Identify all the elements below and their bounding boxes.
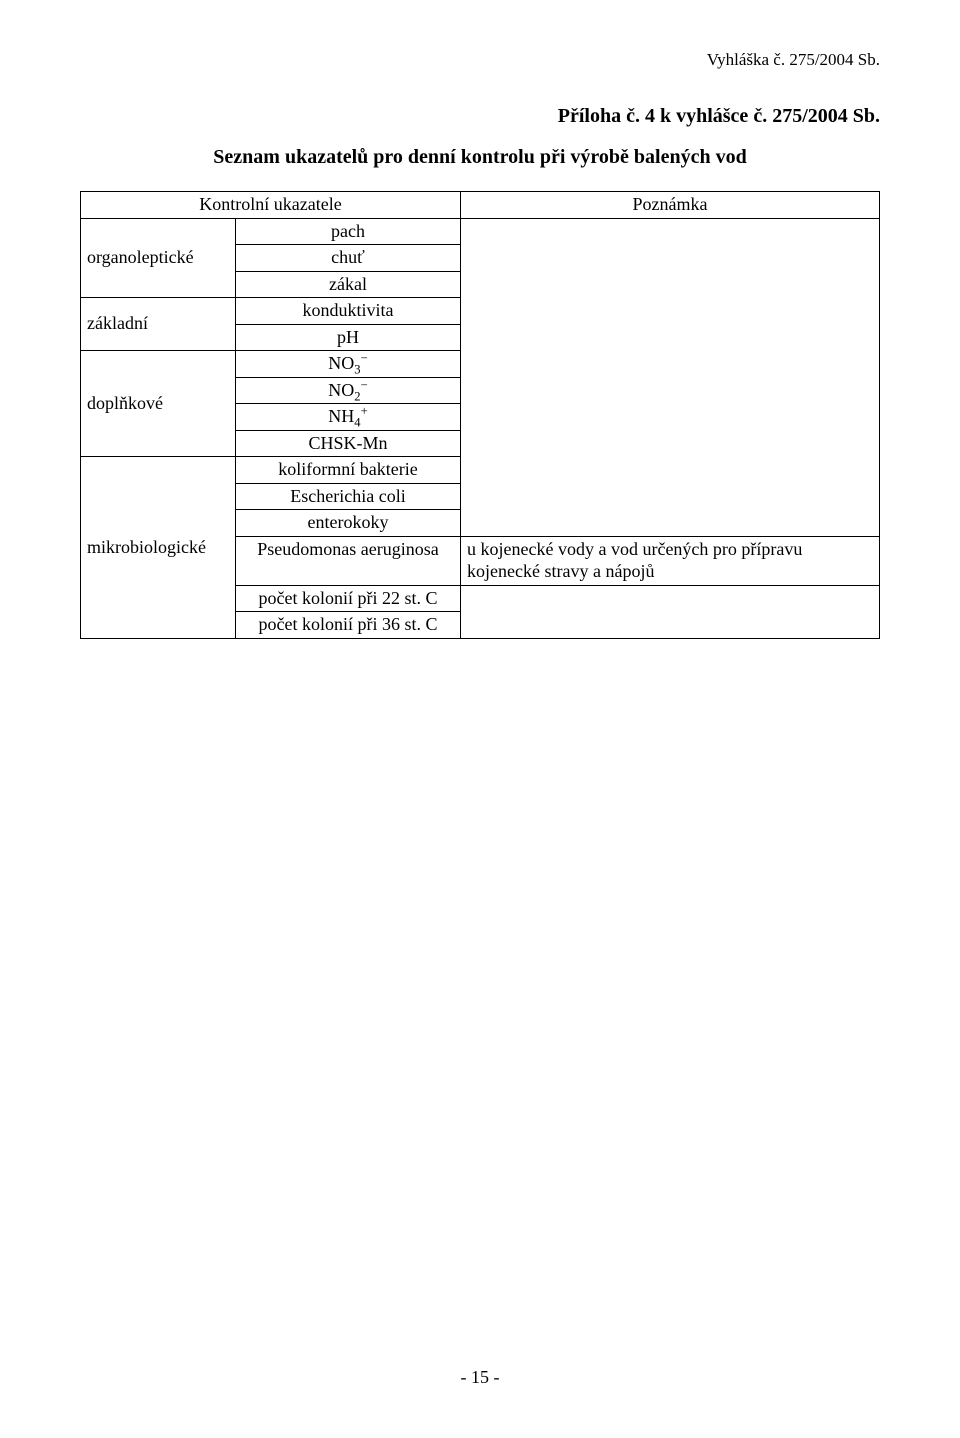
- indicator-cell: Escherichia coli: [236, 483, 461, 510]
- indicator-cell: Pseudomonas aeruginosa: [236, 536, 461, 585]
- indicator-cell: CHSK-Mn: [236, 430, 461, 457]
- indicator-cell: zákal: [236, 271, 461, 298]
- category-cell: mikrobiologické: [81, 457, 236, 639]
- table-row: organolepticképach: [81, 218, 880, 245]
- indicator-cell: enterokoky: [236, 510, 461, 537]
- category-cell: organoleptické: [81, 218, 236, 298]
- attachment-heading: Příloha č. 4 k vyhlášce č. 275/2004 Sb.: [80, 105, 880, 128]
- regulation-header: Vyhláška č. 275/2004 Sb.: [80, 50, 880, 70]
- indicator-cell: NH4+: [236, 404, 461, 431]
- table-header-row: Kontrolní ukazatelePoznámka: [81, 192, 880, 219]
- note-cell: u kojenecké vody a vod určených pro příp…: [461, 536, 880, 585]
- note-cell: [461, 585, 880, 638]
- indicator-cell: NO2−: [236, 377, 461, 404]
- page-number: - 15 -: [80, 1327, 880, 1388]
- column-header-indicators: Kontrolní ukazatele: [81, 192, 461, 219]
- page: Vyhláška č. 275/2004 Sb. Příloha č. 4 k …: [0, 0, 960, 1438]
- indicator-cell: počet kolonií při 36 st. C: [236, 612, 461, 639]
- indicator-cell: konduktivita: [236, 298, 461, 325]
- document-title: Seznam ukazatelů pro denní kontrolu při …: [80, 146, 880, 169]
- note-cell: [461, 218, 880, 536]
- indicator-cell: pach: [236, 218, 461, 245]
- indicator-cell: koliformní bakterie: [236, 457, 461, 484]
- indicator-cell: chuť: [236, 245, 461, 272]
- indicators-table: Kontrolní ukazatelePoznámkaorganoleptick…: [80, 191, 880, 639]
- category-cell: základní: [81, 298, 236, 351]
- column-header-note: Poznámka: [461, 192, 880, 219]
- category-cell: doplňkové: [81, 351, 236, 457]
- indicator-cell: pH: [236, 324, 461, 351]
- indicator-cell: počet kolonií při 22 st. C: [236, 585, 461, 612]
- indicator-cell: NO3−: [236, 351, 461, 378]
